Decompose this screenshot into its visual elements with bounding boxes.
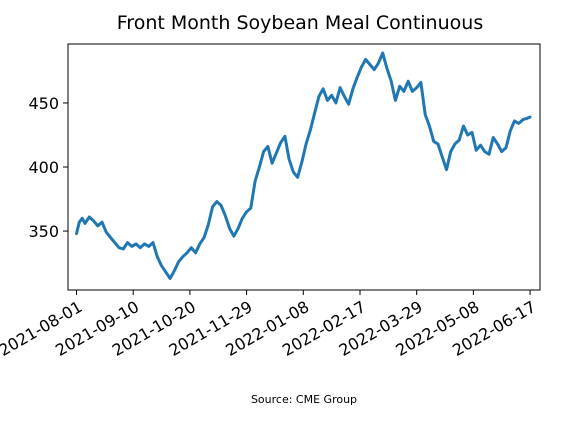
plot-frame [67, 43, 541, 291]
y-axis: 350 400 450 [28, 94, 68, 241]
source-note: Source: CME Group [251, 393, 357, 406]
y-tick-label: 450 [28, 94, 59, 113]
x-axis: 2021-08-012021-09-102021-10-202021-11-29… [0, 290, 539, 360]
series-line [75, 51, 532, 280]
plot-area [75, 51, 532, 280]
y-tick-label: 400 [28, 158, 59, 177]
chart-title: Front Month Soybean Meal Continuous [117, 12, 483, 34]
y-tick-label: 350 [28, 222, 59, 241]
